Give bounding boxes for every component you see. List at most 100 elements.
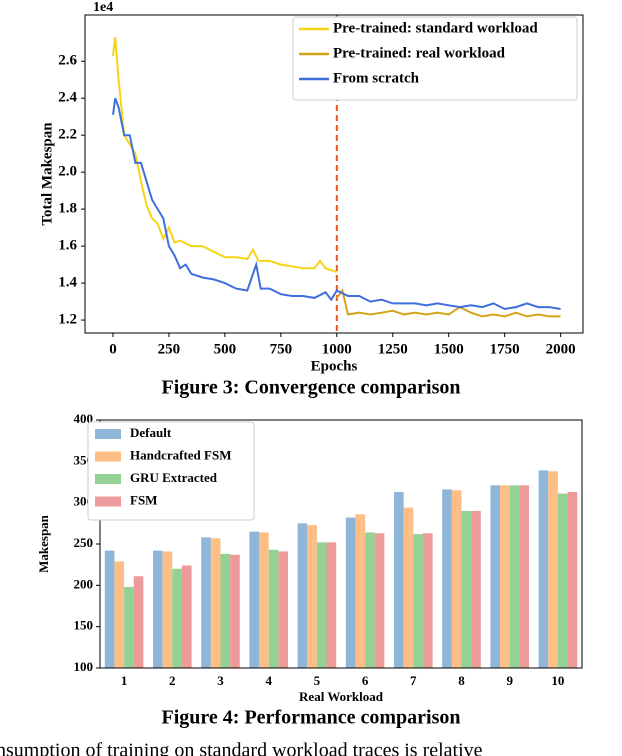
x-tick-label: 3 — [217, 673, 224, 688]
bar — [297, 523, 308, 668]
y-tick-label: 200 — [74, 576, 94, 591]
bar — [278, 551, 288, 668]
bar — [133, 576, 144, 668]
bar — [471, 510, 481, 668]
bar — [451, 490, 462, 668]
bar — [316, 542, 327, 668]
legend-label: GRU Extracted — [130, 470, 218, 485]
bar — [220, 553, 231, 668]
series-line — [112, 97, 561, 311]
bar — [567, 491, 578, 668]
x-tick-label: 2000 — [546, 341, 576, 357]
x-tick-label: 8 — [458, 673, 465, 688]
y-offset-label: 1e4 — [93, 0, 113, 15]
y-tick-label: 2.6 — [58, 53, 77, 69]
plot-frame — [99, 419, 583, 669]
x-tick-label: 1250 — [378, 341, 408, 357]
x-tick-label: 1 — [121, 673, 128, 688]
bar — [355, 514, 366, 668]
y-tick-label: 1.4 — [58, 275, 77, 291]
x-tick-label: 7 — [410, 673, 417, 688]
y-tick-label: 2.0 — [58, 164, 77, 180]
bar — [326, 542, 337, 668]
bar — [538, 470, 549, 668]
legend-label: FSM — [130, 492, 157, 507]
x-tick-label: 500 — [214, 341, 237, 357]
x-tick-label: 2 — [169, 673, 176, 688]
series-line — [336, 288, 561, 318]
x-tick-label: 6 — [362, 673, 369, 688]
legend-swatch — [95, 429, 121, 439]
y-axis-label: Makespan — [36, 514, 51, 573]
legend-swatch — [95, 474, 121, 484]
legend-swatch — [95, 451, 121, 462]
caption: Figure 3: Convergence comparison — [161, 377, 460, 399]
legend-label: Handcrafted FSM — [130, 447, 231, 462]
y-axis-label: Total Makespan — [39, 122, 55, 226]
x-tick-label: 1500 — [434, 341, 464, 357]
y-tick-label: 2.2 — [58, 127, 77, 143]
x-axis-label: Epochs — [311, 358, 358, 374]
x-tick-label: 0 — [109, 341, 117, 357]
x-tick-label: 750 — [270, 341, 293, 357]
bar — [230, 554, 240, 668]
x-tick-label: 5 — [314, 673, 321, 688]
bar — [403, 507, 414, 668]
y-tick-label: 150 — [74, 618, 94, 633]
bar — [259, 532, 269, 668]
bar — [461, 510, 472, 668]
bar — [162, 551, 173, 668]
bar — [210, 538, 221, 668]
bar — [490, 485, 501, 668]
y-tick-label: 400 — [74, 411, 94, 426]
y-tick-label: 1.2 — [58, 311, 77, 327]
x-axis-label: Real Workload — [299, 689, 384, 704]
legend-swatch — [95, 496, 121, 507]
bar — [509, 485, 520, 668]
bar — [374, 533, 385, 668]
bar — [442, 489, 452, 668]
bar — [413, 534, 423, 668]
x-tick-label: 250 — [158, 341, 181, 357]
x-tick-label: 1750 — [490, 341, 520, 357]
legend-label: Default — [130, 425, 172, 440]
x-tick-label: 10 — [551, 673, 564, 688]
y-tick-label: 100 — [74, 659, 94, 674]
bar — [124, 586, 134, 668]
legend-label: From scratch — [333, 70, 420, 86]
y-tick-label: 1.8 — [58, 201, 77, 217]
bar — [548, 471, 558, 668]
caption: Figure 4: Performance comparison — [162, 707, 461, 729]
bar — [104, 550, 115, 668]
bar — [307, 524, 317, 668]
plot-frame — [84, 14, 584, 334]
x-tick-label: 1000 — [322, 341, 352, 357]
bar — [500, 485, 510, 668]
bar — [268, 549, 279, 668]
x-tick-label: 9 — [506, 673, 513, 688]
legend-label: Pre-trained: real workload — [333, 45, 506, 61]
bar — [153, 550, 163, 668]
legend-label: Pre-trained: standard workload — [333, 20, 538, 36]
legend-box — [87, 421, 255, 521]
bar — [519, 485, 529, 668]
bar — [201, 537, 211, 668]
bar — [345, 517, 356, 668]
bar — [394, 491, 404, 668]
bar — [172, 568, 182, 668]
y-tick-label: 1.6 — [58, 238, 77, 254]
body-text: nsumption of training on standard worklo… — [0, 740, 483, 756]
legend-box — [292, 16, 578, 101]
y-tick-label: 2.4 — [58, 90, 77, 106]
y-tick-label: 250 — [74, 535, 94, 550]
x-tick-label: 4 — [265, 673, 272, 688]
bar — [365, 532, 375, 668]
series-line — [112, 37, 338, 273]
bar — [181, 565, 192, 668]
bar — [114, 561, 125, 668]
bar — [557, 493, 568, 668]
bar — [422, 533, 433, 668]
bar — [249, 531, 260, 668]
